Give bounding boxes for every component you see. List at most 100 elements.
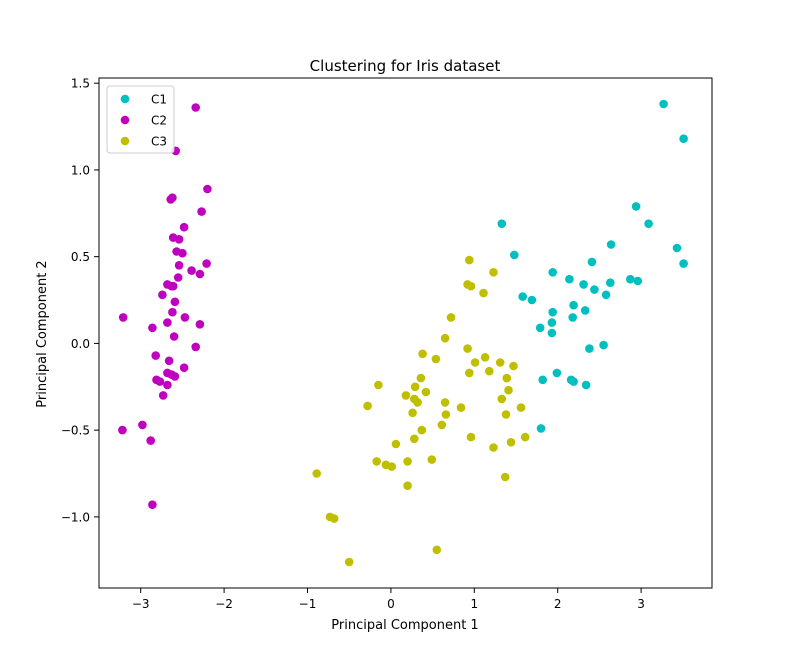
series-c2	[118, 103, 212, 510]
y-axis-label: Principal Component 2	[35, 260, 50, 407]
point-c1-9	[644, 219, 653, 228]
point-c3-31	[441, 410, 451, 419]
point-c2-29	[151, 351, 160, 360]
y-tick-label: −1.0	[61, 510, 90, 524]
point-c2-11	[174, 261, 184, 270]
y-tick-label: 0.5	[71, 250, 90, 264]
point-c3-18	[374, 380, 383, 390]
point-c2-10	[178, 248, 187, 258]
x-tick-label: 0	[387, 597, 395, 611]
point-c1-28	[599, 340, 608, 350]
point-c1-21	[590, 285, 599, 294]
point-c1-5	[606, 240, 616, 249]
y-axis: −1.0 −0.5 0.0 0.5 1.0 1.5	[61, 77, 99, 524]
point-c1-12	[518, 292, 527, 301]
legend-marker	[120, 136, 130, 146]
point-c1-29	[538, 375, 547, 385]
point-c1-14	[548, 307, 557, 317]
legend: C1 C2 C3	[106, 85, 175, 154]
point-c2-37	[163, 380, 172, 390]
point-c2-6	[179, 222, 189, 232]
point-c3-28	[456, 403, 466, 412]
point-c3-47	[312, 469, 322, 478]
point-c1-10	[672, 243, 682, 253]
point-c1-0	[497, 219, 507, 228]
point-c3-11	[470, 358, 480, 367]
point-c1-34	[536, 424, 546, 433]
point-c3-25	[413, 398, 422, 407]
point-c1-26	[580, 306, 590, 315]
point-c3-35	[410, 434, 419, 444]
point-c2-12	[202, 259, 211, 268]
point-c2-30	[164, 356, 174, 366]
point-c2-31	[179, 363, 189, 373]
point-c1-4	[587, 257, 597, 267]
legend-marker	[120, 115, 130, 125]
point-c3-52	[344, 557, 354, 567]
point-c1-24	[626, 274, 635, 284]
point-c3-16	[416, 373, 426, 383]
point-c1-25	[633, 276, 643, 286]
y-tick-label: 1.5	[71, 77, 90, 91]
point-c3-10	[480, 353, 490, 362]
point-c3-45	[387, 462, 397, 471]
point-c3-48	[403, 481, 412, 491]
point-c3-41	[427, 455, 437, 464]
x-tick-label: 2	[554, 597, 562, 611]
chart-title: Clustering for Iris dataset	[310, 57, 501, 75]
point-c3-3	[466, 281, 476, 291]
point-c3-19	[410, 382, 420, 392]
point-c3-27	[363, 401, 372, 411]
point-c3-46	[500, 472, 510, 482]
point-c1-2	[548, 268, 557, 277]
point-c2-41	[146, 436, 155, 445]
point-c3-33	[437, 420, 447, 430]
plot-area: −3 −2 −1 0 1 2 3 −1.0 −0.5 0.0 0.5 1.0 1.5	[61, 77, 713, 611]
legend-label: C2	[151, 114, 167, 128]
point-c3-20	[504, 385, 513, 395]
point-c1-33	[581, 380, 591, 390]
point-c3-24	[497, 394, 507, 404]
legend-label: C3	[151, 135, 167, 149]
point-c2-8	[174, 235, 184, 244]
point-c3-6	[440, 333, 450, 343]
point-c1-16	[547, 318, 557, 327]
point-c3-40	[489, 443, 498, 452]
point-c2-0	[191, 103, 200, 112]
point-c3-43	[403, 457, 412, 466]
legend-marker	[120, 94, 130, 104]
point-c3-12	[495, 358, 505, 367]
legend-item-c2: C2	[120, 114, 167, 128]
point-c2-15	[173, 273, 183, 282]
point-c2-39	[138, 420, 147, 430]
point-c3-36	[466, 432, 476, 442]
axes-frame	[98, 77, 713, 589]
point-c2-22	[118, 313, 128, 322]
point-c2-21	[168, 307, 177, 317]
y-tick-label: 0.0	[71, 337, 90, 351]
point-c3-8	[418, 349, 427, 359]
x-tick-label: −1	[299, 597, 317, 611]
point-c3-51	[432, 545, 442, 555]
legend-label: C1	[151, 93, 167, 107]
point-c3-21	[421, 387, 431, 397]
point-c3-39	[391, 439, 401, 449]
point-c3-38	[506, 438, 516, 447]
point-c2-28	[191, 342, 200, 352]
point-c1-1	[510, 250, 519, 260]
point-c3-0	[465, 255, 474, 265]
point-c3-32	[501, 410, 511, 419]
point-c2-26	[148, 323, 157, 333]
series-c3	[312, 255, 530, 567]
point-c1-8	[631, 202, 641, 211]
point-c2-38	[158, 391, 168, 400]
point-c2-13	[187, 266, 196, 275]
x-tick-label: 3	[637, 597, 645, 611]
x-tick-label: −3	[132, 597, 150, 611]
x-tick-label: −2	[215, 597, 233, 611]
x-axis: −3 −2 −1 0 1 2 3	[132, 588, 645, 611]
point-c1-6	[659, 99, 668, 109]
point-c3-4	[479, 288, 488, 298]
point-c1-13	[527, 295, 537, 305]
point-c3-7	[463, 344, 472, 353]
